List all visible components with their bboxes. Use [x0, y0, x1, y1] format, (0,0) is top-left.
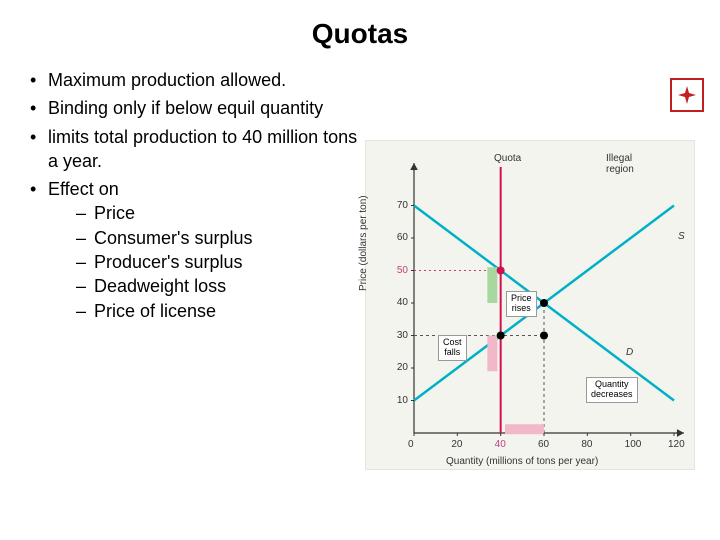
demand-label: D — [626, 347, 633, 358]
page-title: Quotas — [0, 0, 720, 50]
decorative-icon — [670, 78, 704, 112]
list-item: Maximum production allowed. — [30, 68, 370, 92]
x-axis-label: Quantity (millions of tons per year) — [446, 456, 598, 467]
y-axis-label: Price (dollars per ton) — [358, 195, 369, 291]
list-item: Binding only if below equil quantity — [30, 96, 370, 120]
list-item: Price of license — [76, 299, 370, 323]
list-item: Effect on Price Consumer's surplus Produ… — [30, 177, 370, 323]
quota-label: Quota — [494, 153, 521, 164]
illegal-region-label: Illegalregion — [606, 153, 634, 175]
list-item: limits total production to 40 million to… — [30, 125, 370, 174]
list-item: Producer's surplus — [76, 250, 370, 274]
qty-decreases-box: Quantitydecreases — [586, 377, 638, 403]
cost-falls-box: Costfalls — [438, 335, 467, 361]
bullet-list: Maximum production allowed. Binding only… — [30, 68, 370, 327]
supply-label: S — [678, 231, 685, 242]
quota-chart: Price (dollars per ton) Quantity (millio… — [365, 140, 695, 470]
list-item: Price — [76, 201, 370, 225]
list-item: Consumer's surplus — [76, 226, 370, 250]
list-item: Deadweight loss — [76, 274, 370, 298]
price-rises-box: Pricerises — [506, 291, 537, 317]
